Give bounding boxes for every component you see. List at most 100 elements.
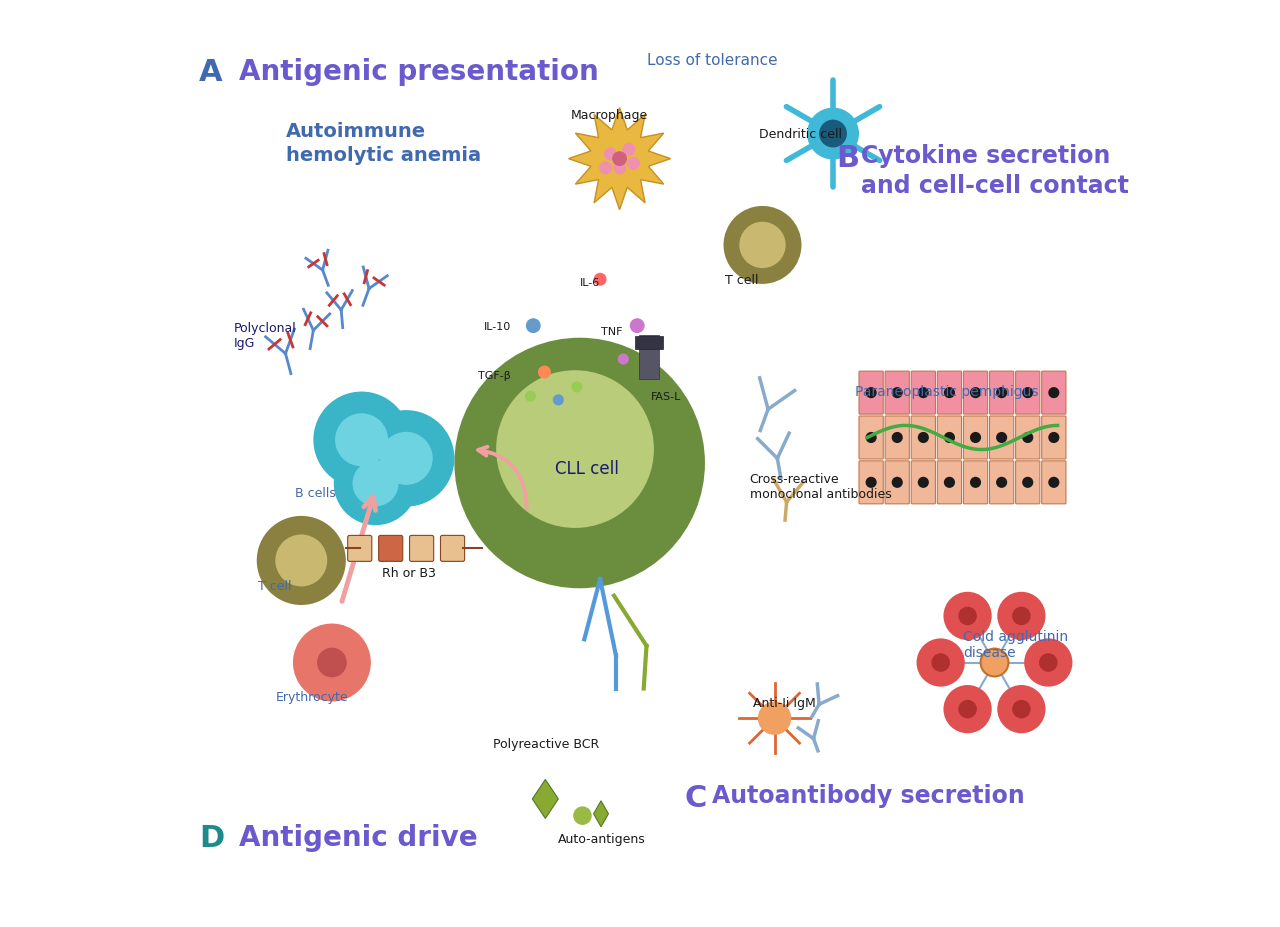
Circle shape bbox=[613, 162, 626, 175]
FancyBboxPatch shape bbox=[859, 462, 883, 504]
Circle shape bbox=[932, 654, 950, 672]
Text: Auto-antigens: Auto-antigens bbox=[558, 832, 646, 845]
Text: A: A bbox=[200, 57, 223, 86]
Polygon shape bbox=[568, 108, 671, 210]
Text: Antigenic drive: Antigenic drive bbox=[239, 823, 477, 851]
FancyBboxPatch shape bbox=[1015, 372, 1039, 414]
Text: Polyreactive BCR: Polyreactive BCR bbox=[493, 737, 599, 750]
Text: IL-6: IL-6 bbox=[580, 278, 600, 287]
Circle shape bbox=[627, 158, 640, 171]
Circle shape bbox=[1012, 607, 1030, 626]
FancyBboxPatch shape bbox=[937, 462, 961, 504]
FancyBboxPatch shape bbox=[1015, 416, 1039, 460]
FancyBboxPatch shape bbox=[884, 372, 909, 414]
Text: Loss of tolerance: Loss of tolerance bbox=[648, 53, 778, 68]
Circle shape bbox=[865, 477, 877, 489]
Circle shape bbox=[571, 382, 582, 393]
FancyBboxPatch shape bbox=[964, 462, 988, 504]
Text: Polyclonal
IgG: Polyclonal IgG bbox=[233, 322, 296, 349]
Circle shape bbox=[916, 639, 965, 687]
Circle shape bbox=[970, 387, 980, 399]
Circle shape bbox=[622, 144, 635, 157]
Circle shape bbox=[497, 371, 654, 528]
Circle shape bbox=[1039, 654, 1057, 672]
Circle shape bbox=[1048, 477, 1060, 489]
Circle shape bbox=[892, 387, 902, 399]
FancyBboxPatch shape bbox=[964, 416, 988, 460]
Circle shape bbox=[943, 685, 992, 733]
Text: Antigenic presentation: Antigenic presentation bbox=[239, 57, 599, 85]
Circle shape bbox=[594, 273, 607, 286]
Circle shape bbox=[1048, 387, 1060, 399]
Circle shape bbox=[293, 624, 371, 702]
Text: T cell: T cell bbox=[257, 579, 291, 592]
Circle shape bbox=[996, 432, 1007, 443]
Circle shape bbox=[943, 592, 992, 641]
Polygon shape bbox=[594, 801, 608, 827]
Circle shape bbox=[943, 387, 955, 399]
Circle shape bbox=[758, 702, 791, 735]
Circle shape bbox=[819, 121, 847, 148]
FancyBboxPatch shape bbox=[859, 416, 883, 460]
Circle shape bbox=[358, 411, 454, 507]
Text: B cells: B cells bbox=[294, 487, 335, 500]
Text: IL-10: IL-10 bbox=[484, 322, 511, 331]
FancyBboxPatch shape bbox=[937, 372, 961, 414]
FancyBboxPatch shape bbox=[911, 372, 936, 414]
Circle shape bbox=[808, 108, 859, 160]
FancyBboxPatch shape bbox=[440, 536, 465, 562]
Text: CLL cell: CLL cell bbox=[554, 459, 618, 477]
Circle shape bbox=[630, 319, 645, 334]
Text: D: D bbox=[200, 823, 224, 852]
FancyBboxPatch shape bbox=[989, 462, 1014, 504]
Text: FAS-L: FAS-L bbox=[652, 392, 681, 401]
Circle shape bbox=[553, 395, 564, 406]
Circle shape bbox=[918, 387, 929, 399]
Circle shape bbox=[943, 477, 955, 489]
FancyBboxPatch shape bbox=[964, 372, 988, 414]
Circle shape bbox=[526, 319, 540, 334]
FancyBboxPatch shape bbox=[884, 416, 909, 460]
Text: Macrophage: Macrophage bbox=[571, 109, 648, 122]
FancyBboxPatch shape bbox=[937, 416, 961, 460]
Circle shape bbox=[892, 477, 902, 489]
Circle shape bbox=[317, 648, 347, 678]
Text: Autoantibody secretion: Autoantibody secretion bbox=[713, 783, 1025, 807]
Circle shape bbox=[996, 477, 1007, 489]
Circle shape bbox=[1048, 432, 1060, 443]
Circle shape bbox=[275, 535, 328, 587]
Text: T cell: T cell bbox=[726, 273, 759, 286]
Circle shape bbox=[943, 432, 955, 443]
Text: TGF-β: TGF-β bbox=[477, 371, 511, 380]
Text: Erythrocyte: Erythrocyte bbox=[276, 691, 349, 704]
Bar bbox=[635, 337, 663, 349]
Circle shape bbox=[538, 366, 550, 379]
Text: Cytokine secretion
and cell-cell contact: Cytokine secretion and cell-cell contact bbox=[861, 144, 1129, 197]
Text: Paraneoplastic pemphigus: Paraneoplastic pemphigus bbox=[855, 384, 1039, 399]
Circle shape bbox=[380, 432, 433, 486]
Circle shape bbox=[970, 477, 980, 489]
Circle shape bbox=[996, 387, 1007, 399]
Bar bbox=[639, 336, 659, 380]
Text: Dendritic cell: Dendritic cell bbox=[759, 128, 842, 141]
Circle shape bbox=[997, 685, 1046, 733]
FancyBboxPatch shape bbox=[348, 536, 371, 562]
Text: C: C bbox=[685, 783, 707, 812]
Circle shape bbox=[959, 700, 977, 718]
Circle shape bbox=[335, 413, 388, 467]
Circle shape bbox=[740, 222, 786, 269]
Circle shape bbox=[618, 354, 628, 365]
Polygon shape bbox=[532, 780, 558, 819]
Circle shape bbox=[918, 432, 929, 443]
Circle shape bbox=[980, 649, 1009, 677]
Circle shape bbox=[865, 387, 877, 399]
Circle shape bbox=[1023, 477, 1033, 489]
Circle shape bbox=[959, 607, 977, 626]
Circle shape bbox=[352, 461, 398, 507]
Circle shape bbox=[1024, 639, 1073, 687]
FancyBboxPatch shape bbox=[1042, 372, 1066, 414]
Circle shape bbox=[918, 477, 929, 489]
Text: TNF: TNF bbox=[602, 327, 622, 337]
FancyBboxPatch shape bbox=[884, 462, 909, 504]
Circle shape bbox=[612, 152, 627, 167]
